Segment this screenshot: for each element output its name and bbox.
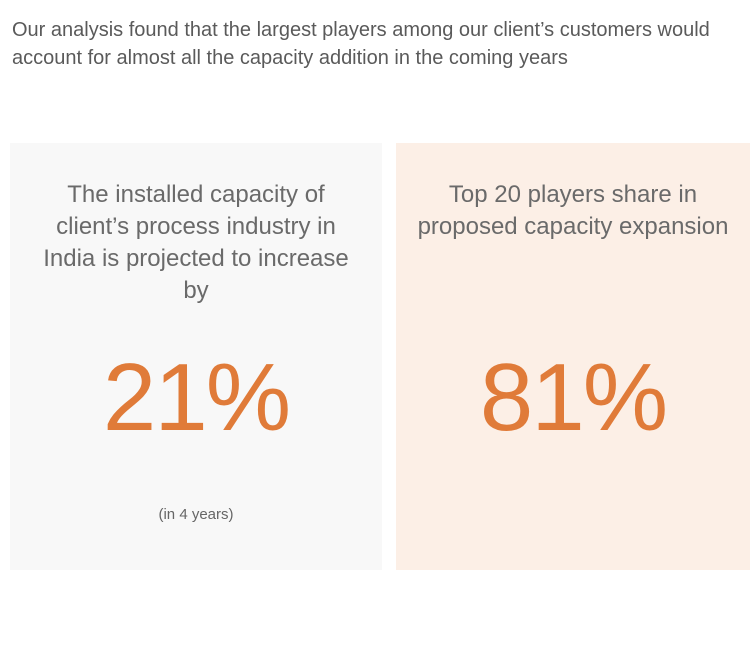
top-players-share-description: Top 20 players share in proposed capacit… [417,181,729,240]
top-players-share-value: 81% [479,344,668,451]
top-players-share-card: Top 20 players share in proposed capacit… [396,143,750,570]
capacity-increase-value: 21% [102,344,291,451]
capacity-increase-description: The installed capacity of client’s proce… [43,181,349,304]
capacity-increase-note: (in 4 years) [158,506,234,523]
capacity-increase-card: The installed capacity of client’s proce… [10,143,382,570]
page-headline: Our analysis found that the largest play… [12,19,710,69]
